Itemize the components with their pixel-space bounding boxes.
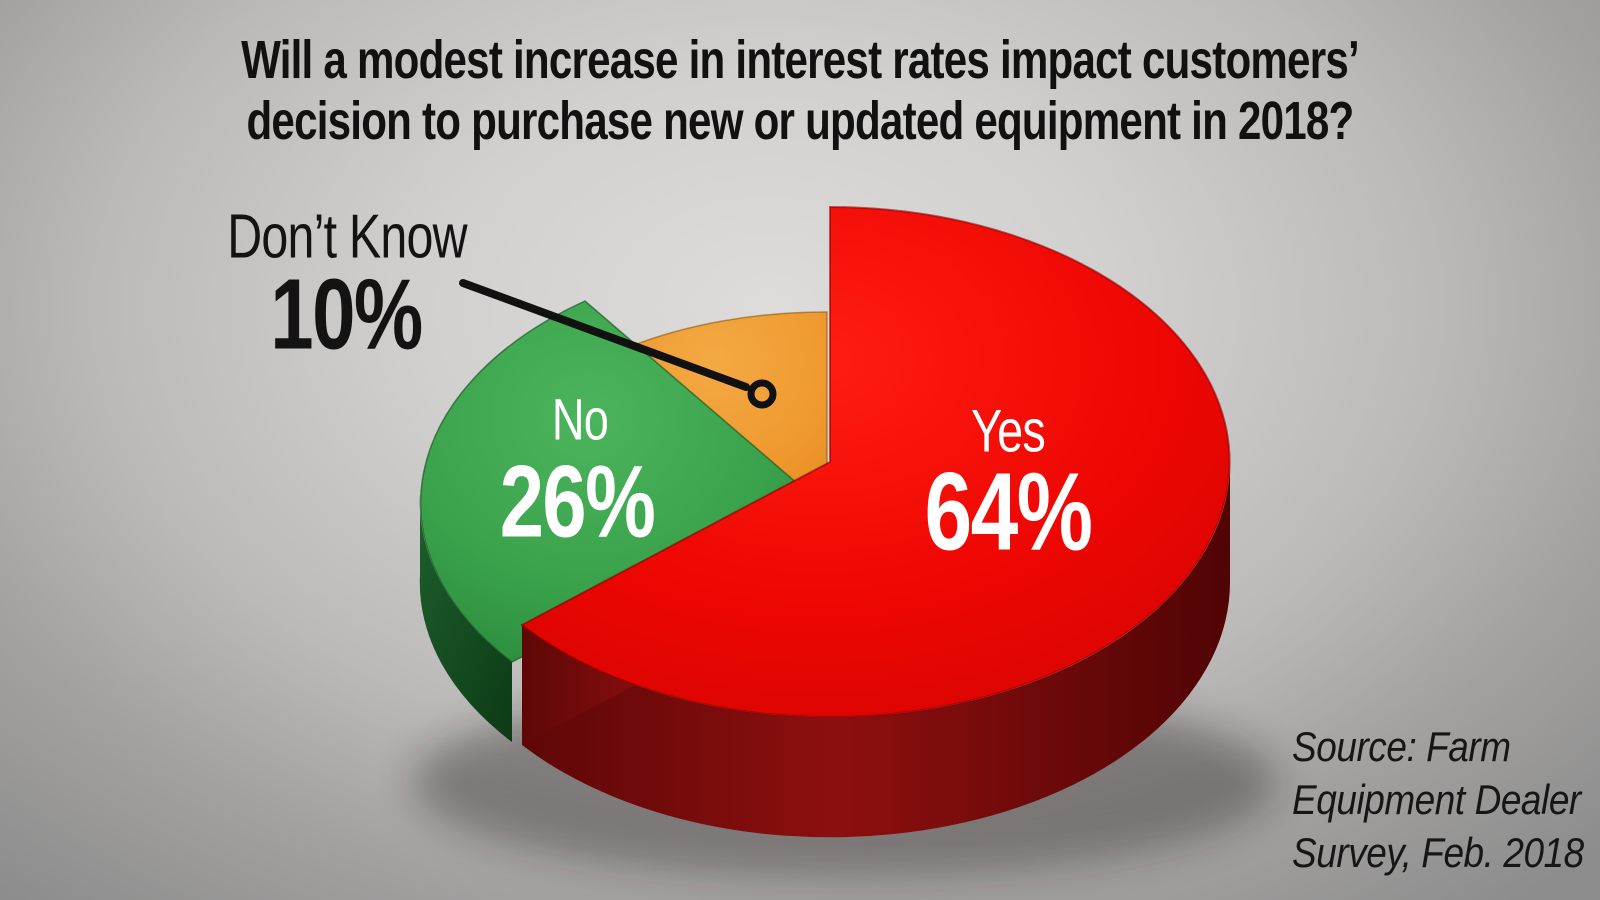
label-no: No xyxy=(551,387,609,453)
label-yes: Yes xyxy=(970,397,1046,465)
value-dont-know: 10% xyxy=(270,258,423,371)
callout-ring xyxy=(747,379,777,409)
source-line3: Survey, Feb. 2018 xyxy=(1292,829,1584,876)
pie-slice-no-top xyxy=(419,300,822,663)
pie-slice-yes-side xyxy=(522,462,1231,838)
pie-slice-no-side xyxy=(419,494,512,742)
chart-title-line1: Will a modest increase in interest rates… xyxy=(241,30,1360,90)
pie-slice-yes-top xyxy=(520,205,1231,718)
value-no: 26% xyxy=(499,444,656,559)
value-yes: 64% xyxy=(924,450,1093,574)
source-note: Source: Farm Equipment Dealer Survey, Fe… xyxy=(1292,720,1584,879)
chart-title: Will a modest increase in interest rates… xyxy=(0,30,1600,152)
source-line2: Equipment Dealer xyxy=(1292,776,1581,823)
callout-line xyxy=(459,279,750,391)
chart-title-line2: decision to purchase new or updated equi… xyxy=(246,91,1354,151)
source-line1: Source: Farm xyxy=(1292,723,1511,770)
label-dont-know: Don’t Know xyxy=(227,202,467,272)
